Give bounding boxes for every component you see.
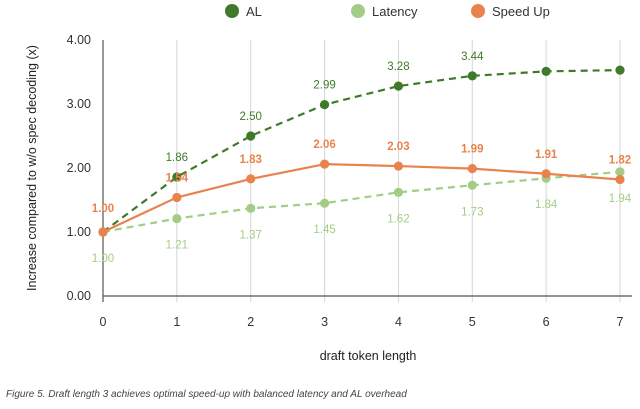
legend-marker-speed-up <box>471 4 485 18</box>
data-point-speed-up <box>541 169 551 179</box>
x-tick-label: 6 <box>543 315 550 329</box>
x-tick-label: 2 <box>247 315 254 329</box>
legend-label-speed-up: Speed Up <box>492 4 550 19</box>
data-label: 2.06 <box>313 139 335 151</box>
data-label: 3.44 <box>461 51 484 63</box>
data-label: 1.54 <box>166 172 189 184</box>
data-label: 3.28 <box>387 61 409 73</box>
y-tick-label: 3.00 <box>67 97 91 111</box>
data-label: 1.82 <box>609 155 631 167</box>
x-tick-label: 7 <box>617 315 624 329</box>
legend-label-latency: Latency <box>372 4 418 19</box>
data-label: 2.99 <box>313 80 335 92</box>
series-line-al <box>102 68 621 233</box>
data-label: 1.83 <box>240 154 262 166</box>
y-tick-label: 0.00 <box>67 289 91 303</box>
data-point-speed-up <box>319 159 330 169</box>
data-point-speed-up <box>172 192 182 203</box>
data-label: 1.45 <box>313 224 335 236</box>
data-label: 1.86 <box>166 152 188 164</box>
data-point-speed-up <box>393 161 404 171</box>
legend: AL Latency Speed Up <box>225 4 550 19</box>
data-point-speed-up <box>615 174 625 185</box>
legend-marker-al <box>225 4 239 18</box>
figure-caption: Figure 5. Draft length 3 achieves optima… <box>6 389 407 400</box>
axes: 0.00 1.00 2.00 3.00 4.00 0 1 2 3 4 5 6 7 <box>67 33 632 329</box>
x-tick-label: 4 <box>395 315 402 329</box>
data-point-al <box>467 71 477 81</box>
x-tick-label: 1 <box>173 315 180 329</box>
data-label: 1.00 <box>92 203 114 215</box>
data-point-latency <box>467 180 477 190</box>
data-point-al <box>393 81 404 91</box>
data-point-al <box>172 172 182 182</box>
data-point-latency <box>615 167 625 177</box>
data-point-speed-up <box>98 227 108 237</box>
legend-label-al: AL <box>246 4 262 19</box>
data-label: 1.84 <box>535 199 558 211</box>
data-label: 1.62 <box>387 213 409 225</box>
data-label: 1.73 <box>461 206 483 218</box>
data-point-latency <box>393 187 404 197</box>
data-label: 2.03 <box>387 141 409 153</box>
series-line-latency <box>102 170 621 234</box>
data-point-al <box>246 131 256 141</box>
data-labels: 1.86 2.50 2.99 3.28 3.44 1.00 1.21 1.37 1.45 1.62… <box>92 51 632 265</box>
data-point-speed-up <box>467 164 477 174</box>
data-point-latency <box>319 198 330 208</box>
y-tick-label: 4.00 <box>67 33 91 47</box>
x-axis-title: draft token length <box>320 349 417 363</box>
x-tick-label: 3 <box>321 315 328 329</box>
data-point-al <box>319 100 330 110</box>
data-label: 1.21 <box>166 240 188 252</box>
grid-lines <box>176 40 621 302</box>
data-point-speed-up <box>246 174 256 184</box>
data-label: 1.94 <box>609 193 632 205</box>
data-point-latency <box>172 213 182 224</box>
data-label: 1.37 <box>240 229 262 241</box>
data-point-latency <box>246 203 256 213</box>
y-tick-label: 2.00 <box>67 161 91 175</box>
x-tick-label: 0 <box>100 315 107 329</box>
y-axis-title: Increase compared to w/o spec decoding (… <box>25 45 39 291</box>
data-label: 1.91 <box>535 149 558 161</box>
series-line-speed-up <box>102 163 621 233</box>
y-tick-label: 1.00 <box>67 225 91 239</box>
data-point-al <box>541 66 551 76</box>
data-point-al <box>615 65 625 75</box>
data-label: 1.00 <box>92 253 114 265</box>
data-label: 2.50 <box>240 111 262 123</box>
legend-marker-latency <box>351 4 365 18</box>
data-label: 1.99 <box>461 144 483 156</box>
series-lines <box>98 65 625 237</box>
line-chart: 0.00 1.00 2.00 3.00 4.00 0 1 2 3 4 5 6 7 1.86 2.50 2.9… <box>25 4 632 363</box>
x-tick-label: 5 <box>469 315 476 329</box>
